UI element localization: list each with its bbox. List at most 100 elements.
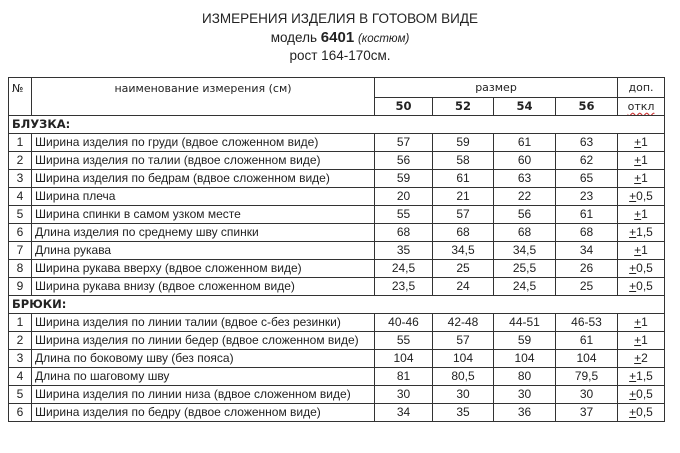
table-row: 3 Длина по боковому шву (без пояса) 104 104… [8,349,665,368]
row-number: 9 [8,277,32,296]
measurement-name: Ширина изделия по груди (вдвое сложенном… [31,133,375,152]
table-row: 6 Ширина изделия по бедру (вдвое сложенно… [8,403,665,422]
table-row: 9 Ширина рукава внизу (вдвое сложенном ви… [8,277,665,296]
table-row: 4 Ширина плеча 20 21 22 23 +0,5 [8,187,665,206]
size-value: 30 [555,385,618,404]
size-56: 56 [555,97,618,116]
section-row: БРЮКИ: [8,295,665,314]
size-value: 80,5 [432,367,494,386]
size-value: 35 [432,403,494,422]
size-value: 26 [555,259,618,278]
size-value: 59 [432,133,494,152]
size-header-row: 50 52 54 56 откл [9,97,665,116]
measurement-name: Длина изделия по среднему шву спинки [31,223,375,242]
measurement-name: Ширина изделия по бедрам (вдвое сложенно… [31,169,375,188]
table-row: 5 Ширина спинки в самом узком месте 55 57 56… [8,205,665,224]
model-prefix: модель [270,30,318,45]
size-value: 60 [493,151,556,170]
size-value: 22 [493,187,556,206]
size-value: 63 [555,133,618,152]
measurement-name: Ширина изделия по линии низа (вдвое слож… [31,385,375,404]
size-value: 104 [374,349,433,368]
document-title: ИЗМЕРЕНИЯ ИЗДЕЛИЯ В ГОТОВОМ ВИДЕ [202,11,478,26]
size-54: 54 [493,97,556,116]
measurement-name: Ширина спинки в самом узком месте [31,205,375,224]
section-row: БЛУЗКА: [8,115,665,134]
size-value: 61 [493,133,556,152]
size-value: 57 [374,133,433,152]
col-tol-header-2: откл [617,97,665,116]
table-row: 6 Длина изделия по среднему шву спинки 68 6… [8,223,665,242]
size-value: 55 [374,331,433,350]
col-no-header: № [8,77,32,116]
tolerance-value: +1 [634,153,648,167]
tolerance-cell: +1 [617,133,665,152]
tolerance-value: +1,5 [629,369,653,383]
size-value: 25 [555,277,618,296]
size-value: 35 [374,241,433,260]
size-value: 42-48 [432,313,494,332]
size-50: 50 [374,97,433,116]
row-number: 5 [8,385,32,404]
table-row: 7 Длина рукава 35 34,5 34,5 34 +1 [8,241,665,260]
size-value: 104 [555,349,618,368]
col-name-header: наименование измерения (см) [31,77,375,116]
row-number: 6 [8,403,32,422]
size-value: 61 [555,205,618,224]
size-value: 23,5 [374,277,433,296]
tolerance-value: +0,5 [629,189,653,203]
measurement-name: Длина по шаговому шву [31,367,375,386]
row-number: 6 [8,223,32,242]
tolerance-cell: +1 [617,241,665,260]
tolerance-cell: +2 [617,349,665,368]
tolerance-cell: +1 [617,205,665,224]
tolerance-value: +1 [634,171,648,185]
tolerance-value: +1 [634,207,648,221]
tolerance-cell: +0,5 [617,385,665,404]
size-value: 25,5 [493,259,556,278]
row-number: 1 [8,313,32,332]
size-value: 24,5 [374,259,433,278]
size-value: 46-53 [555,313,618,332]
size-value: 25 [432,259,494,278]
size-value: 65 [555,169,618,188]
measurement-name: Длина по боковому шву (без пояса) [31,349,375,368]
tolerance-value: +0,5 [629,387,653,401]
size-value: 61 [555,331,618,350]
measurement-name: Ширина рукава вверху (вдвое сложенном ви… [31,259,375,278]
tolerance-value: +1 [634,315,648,329]
tolerance-value: +1 [634,135,648,149]
size-value: 30 [432,385,494,404]
row-number: 1 [8,133,32,152]
row-number: 3 [8,349,32,368]
size-value: 68 [493,223,556,242]
size-value: 104 [432,349,494,368]
tolerance-cell: +0,5 [617,403,665,422]
size-value: 24 [432,277,494,296]
tolerance-cell: +1 [617,151,665,170]
size-value: 34,5 [493,241,556,260]
table-row: 1 Ширина изделия по груди (вдвое сложенно… [8,133,665,152]
tolerance-value: +1 [634,243,648,257]
size-value: 68 [374,223,433,242]
measurement-name: Ширина плеча [31,187,375,206]
size-value: 62 [555,151,618,170]
size-value: 34,5 [432,241,494,260]
size-value: 30 [493,385,556,404]
col-tol-header-2-text: откл [627,100,655,113]
size-value: 104 [493,349,556,368]
size-value: 20 [374,187,433,206]
tolerance-cell: +0,5 [617,259,665,278]
size-value: 56 [374,151,433,170]
tolerance-cell: +1,5 [617,367,665,386]
size-value: 37 [555,403,618,422]
table-row: 4 Длина по шаговому шву 81 80,5 80 79,5 +1,5 [8,367,665,386]
tolerance-cell: +1 [617,331,665,350]
tolerance-value: +0,5 [629,405,653,419]
size-value: 81 [374,367,433,386]
size-value: 59 [493,331,556,350]
model-number: 6401 [320,29,355,46]
row-number: 2 [8,151,32,170]
size-value: 57 [432,331,494,350]
tolerance-cell: +1 [617,313,665,332]
